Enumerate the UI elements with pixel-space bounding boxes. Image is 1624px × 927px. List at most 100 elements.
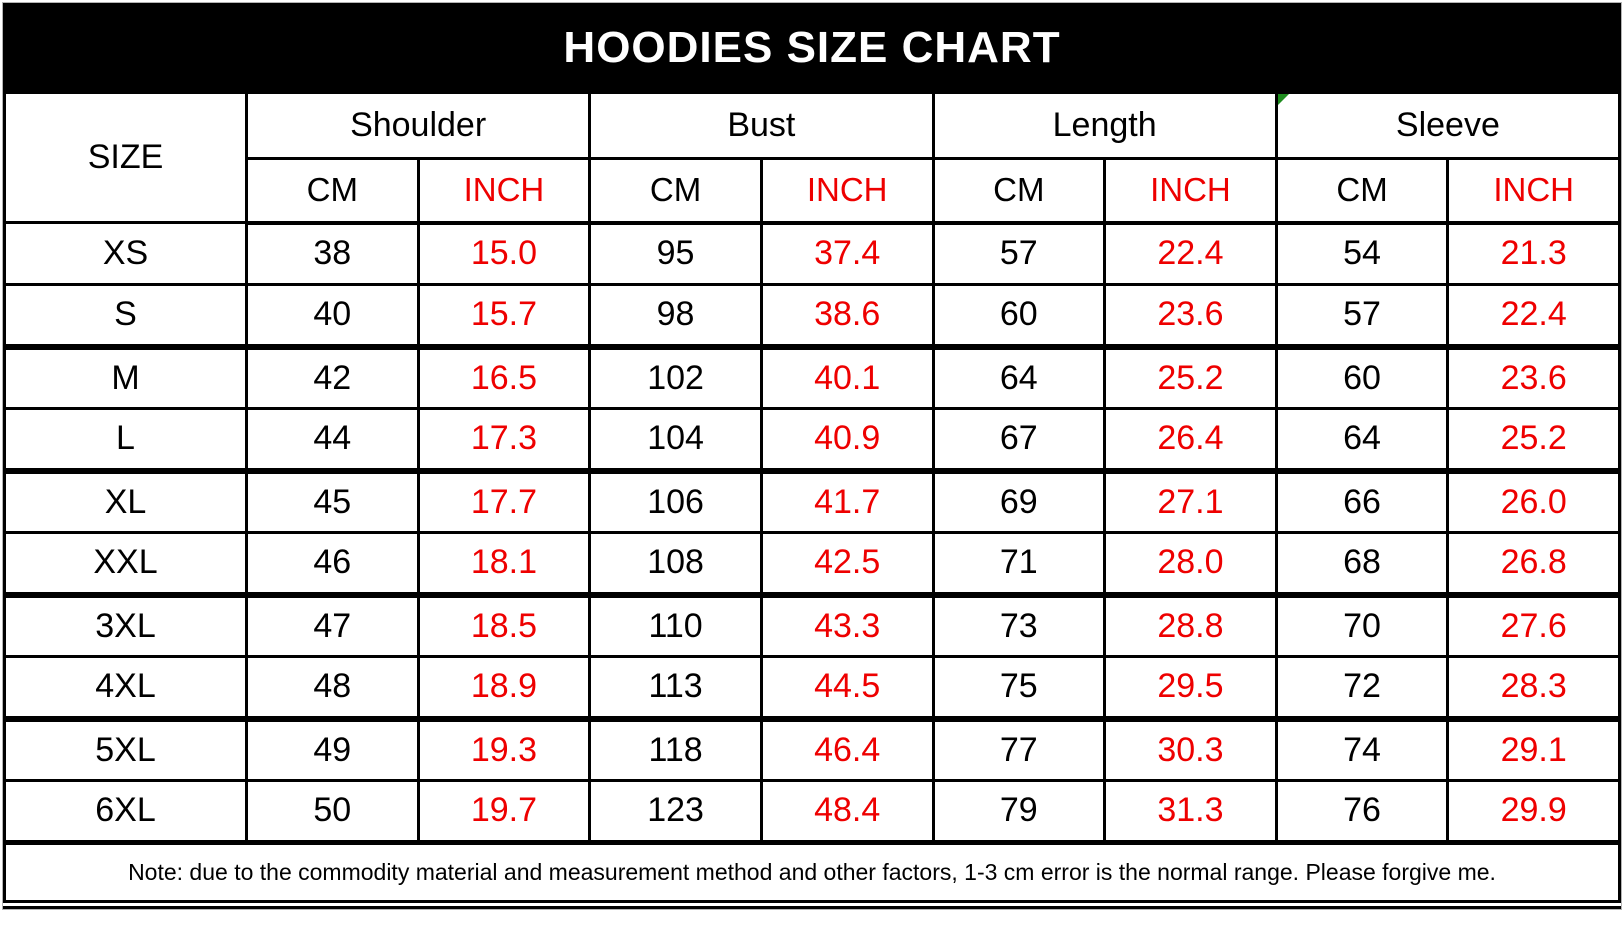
table-row: 4XL 48 18.9 113 44.5 75 29.5 72 28.3 (3, 655, 1621, 722)
cm-value: 110 (588, 593, 763, 658)
cm-value: 49 (245, 717, 420, 782)
inch-value: 44.5 (759, 655, 935, 722)
size-label: XL (3, 469, 248, 534)
group-header-sleeve-label: Sleeve (1395, 105, 1500, 144)
cm-value: 50 (245, 779, 420, 844)
inch-value: 29.1 (1446, 717, 1621, 782)
inch-value: 28.3 (1446, 655, 1621, 722)
group-header-row: SIZE Shoulder Bust Length Sleeve (3, 91, 1622, 224)
cm-value: 46 (245, 531, 420, 598)
inch-value: 18.5 (416, 593, 592, 658)
inch-value: 25.2 (1103, 345, 1278, 410)
cm-value: 104 (588, 407, 763, 474)
cm-value: 76 (1274, 779, 1450, 844)
size-label: 3XL (3, 593, 248, 658)
inch-value: 16.5 (416, 345, 592, 410)
size-label: L (3, 407, 248, 474)
cm-value: 72 (1274, 655, 1450, 722)
cm-value: 40 (245, 283, 420, 350)
size-column-header: SIZE (3, 91, 248, 224)
cm-value: 74 (1274, 717, 1450, 782)
shoulder-inch-header: INCH (416, 157, 592, 225)
cm-value: 67 (931, 407, 1107, 474)
cm-value: 64 (1274, 407, 1450, 474)
title-row: HOODIES SIZE CHART (3, 3, 1621, 94)
note-row: Note: due to the commodity material and … (3, 840, 1621, 909)
inch-value: 19.7 (416, 779, 592, 844)
cm-value: 64 (931, 345, 1107, 410)
size-label: 5XL (3, 717, 248, 782)
inch-value: 17.3 (416, 407, 592, 474)
size-chart-sheet: HOODIES SIZE CHART SIZE Shoulder Bust Le… (0, 3, 1624, 927)
cm-value: 113 (588, 655, 763, 722)
group-header-length: Length (931, 91, 1278, 160)
inch-value: 40.1 (759, 345, 935, 410)
chart-title: HOODIES SIZE CHART (3, 3, 1621, 94)
bust-inch-header: INCH (759, 157, 935, 225)
inch-value: 37.4 (759, 221, 935, 286)
bust-cm-header: CM (588, 157, 763, 225)
cm-value: 69 (931, 469, 1107, 534)
inch-value: 48.4 (759, 779, 935, 844)
inch-value: 22.4 (1103, 221, 1278, 286)
group-header-shoulder: Shoulder (244, 91, 592, 160)
size-label: S (3, 283, 248, 350)
inch-value: 38.6 (759, 283, 935, 350)
cm-value: 108 (588, 531, 763, 598)
inch-value: 41.7 (759, 469, 935, 534)
size-label: XXL (3, 531, 248, 598)
cm-value: 48 (245, 655, 420, 722)
cm-value: 118 (588, 717, 763, 782)
inch-value: 27.1 (1103, 469, 1278, 534)
cm-value: 42 (245, 345, 420, 410)
cell-flag-triangle-icon (1279, 95, 1289, 105)
inch-value: 28.0 (1103, 531, 1278, 598)
cm-value: 73 (931, 593, 1107, 658)
cm-value: 57 (931, 221, 1107, 286)
inch-value: 15.7 (416, 283, 592, 350)
inch-value: 28.8 (1103, 593, 1278, 658)
inch-value: 19.3 (416, 717, 592, 782)
table-row: S 40 15.7 98 38.6 60 23.6 57 22.4 (3, 283, 1621, 350)
inch-value: 18.9 (416, 655, 592, 722)
cm-value: 106 (588, 469, 763, 534)
size-label: M (3, 345, 248, 410)
inch-value: 26.8 (1446, 531, 1621, 598)
size-label: 6XL (3, 779, 248, 844)
inch-value: 29.5 (1103, 655, 1278, 722)
cm-value: 102 (588, 345, 763, 410)
table-row: M 42 16.5 102 40.1 64 25.2 60 23.6 (3, 345, 1621, 410)
cm-value: 60 (931, 283, 1107, 350)
cm-value: 71 (931, 531, 1107, 598)
inch-value: 42.5 (759, 531, 935, 598)
inch-value: 18.1 (416, 531, 592, 598)
inch-value: 21.3 (1446, 221, 1621, 286)
table-row: 5XL 49 19.3 118 46.4 77 30.3 74 29.1 (3, 717, 1621, 782)
table-row: XXL 46 18.1 108 42.5 71 28.0 68 26.8 (3, 531, 1621, 598)
cm-value: 70 (1274, 593, 1450, 658)
group-header-bust: Bust (588, 91, 935, 160)
cm-value: 60 (1274, 345, 1450, 410)
size-chart-table: HOODIES SIZE CHART SIZE Shoulder Bust Le… (3, 3, 1622, 909)
size-label: XS (3, 221, 248, 286)
inch-value: 15.0 (416, 221, 592, 286)
length-inch-header: INCH (1103, 157, 1278, 225)
cm-value: 123 (588, 779, 763, 844)
inch-value: 46.4 (759, 717, 935, 782)
inch-value: 29.9 (1446, 779, 1621, 844)
inch-value: 25.2 (1446, 407, 1621, 474)
cm-value: 44 (245, 407, 420, 474)
table-row: XL 45 17.7 106 41.7 69 27.1 66 26.0 (3, 469, 1621, 534)
cm-value: 66 (1274, 469, 1450, 534)
cm-value: 47 (245, 593, 420, 658)
inch-value: 43.3 (759, 593, 935, 658)
cm-value: 79 (931, 779, 1107, 844)
sleeve-cm-header: CM (1274, 157, 1450, 225)
cm-value: 38 (245, 221, 420, 286)
table-row: XS 38 15.0 95 37.4 57 22.4 54 21.3 (3, 221, 1621, 286)
note-text: Note: due to the commodity material and … (3, 840, 1621, 909)
inch-value: 30.3 (1103, 717, 1278, 782)
length-cm-header: CM (931, 157, 1107, 225)
cm-value: 57 (1274, 283, 1450, 350)
table-row: 6XL 50 19.7 123 48.4 79 31.3 76 29.9 (3, 779, 1621, 844)
